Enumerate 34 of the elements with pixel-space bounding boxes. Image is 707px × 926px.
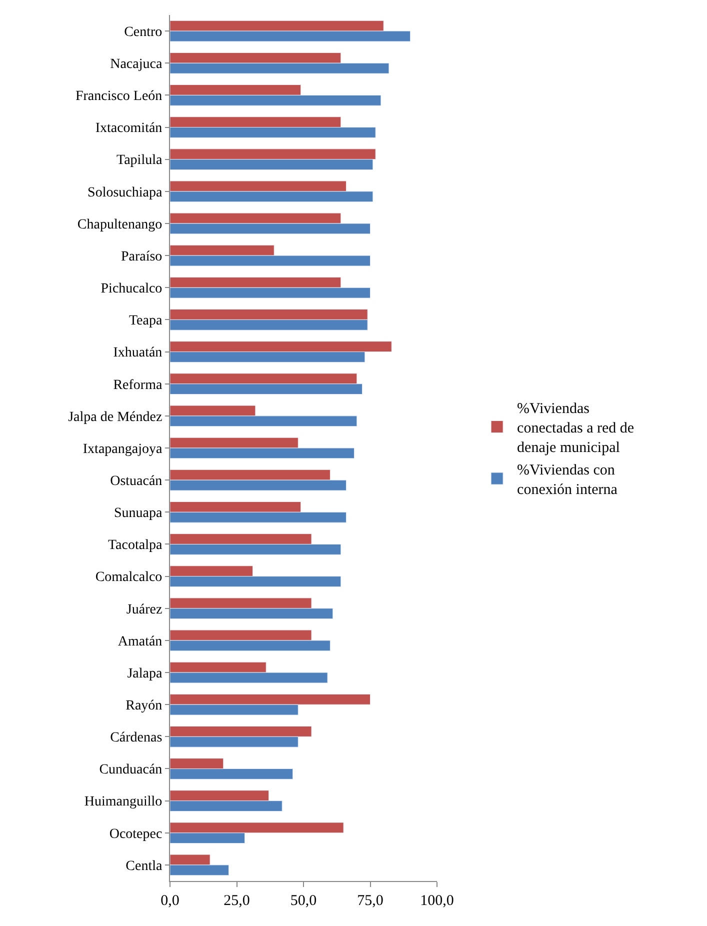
y-tick-label: Paraíso	[120, 249, 162, 264]
y-tick-label: Centro	[124, 24, 162, 40]
y-tick-label: Rayón	[126, 698, 162, 714]
y-tick-label: Francisco León	[75, 89, 162, 104]
y-tick-label: Jalapa	[127, 666, 163, 682]
y-tick-label: Ixtacomitán	[95, 121, 162, 136]
y-tick-label: Pichucalco	[100, 282, 162, 297]
x-tick-label: 100,0	[420, 893, 454, 909]
y-tick-label: Chapultenango	[77, 217, 162, 232]
y-tick-label: Tapilula	[116, 153, 163, 168]
y-tick-label: Ixhuatán	[113, 346, 162, 361]
y-tick-label: Comalcalco	[95, 570, 162, 586]
y-tick-label: Reforma	[113, 378, 163, 393]
y-tick-label: Solosuchiapa	[88, 185, 163, 200]
x-tick-label: 25,0	[224, 893, 250, 909]
y-tick-label: Amatán	[118, 634, 162, 650]
legend-label: %Viviendas con conexión interna	[517, 462, 618, 498]
x-tick-label: 75,0	[357, 893, 384, 909]
y-tick-label: Cunduacán	[99, 762, 162, 778]
legend-label: %Viviendas conectadas a red de denaje municipal	[517, 401, 634, 456]
x-tick-label: 50,0	[290, 893, 317, 909]
y-tick-label: Jalpa de Méndez	[68, 410, 162, 425]
y-tick-label: Ocotepec	[109, 826, 162, 842]
y-tick-label: Huimanguillo	[84, 794, 162, 810]
y-tick-label: Tacotalpa	[108, 538, 163, 554]
y-tick-label: Ixtapangajoya	[82, 442, 163, 457]
y-tick-label: Teapa	[128, 314, 163, 329]
y-tick-label: Centla	[126, 858, 163, 874]
y-tick-label: Cárdenas	[110, 730, 162, 746]
y-tick-label: Sunuapa	[114, 506, 163, 522]
y-tick-label: Ostuacán	[110, 474, 162, 489]
x-tick-label: 0,0	[160, 893, 180, 909]
y-tick-label: Juárez	[126, 602, 162, 618]
y-tick-label: Nacajuca	[110, 57, 163, 72]
